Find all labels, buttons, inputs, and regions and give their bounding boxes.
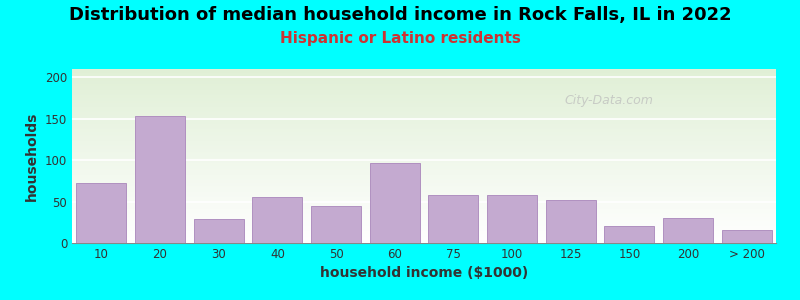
X-axis label: household income ($1000): household income ($1000)	[320, 266, 528, 280]
Bar	[77, 183, 126, 243]
Text: City-Data.com: City-Data.com	[565, 94, 654, 107]
Bar	[722, 230, 771, 243]
Bar	[194, 219, 243, 243]
Bar	[429, 195, 478, 243]
Bar	[663, 218, 713, 243]
Bar	[487, 195, 537, 243]
Y-axis label: households: households	[26, 111, 39, 201]
Text: Hispanic or Latino residents: Hispanic or Latino residents	[279, 32, 521, 46]
Bar	[605, 226, 654, 243]
Bar	[253, 197, 302, 243]
Text: Distribution of median household income in Rock Falls, IL in 2022: Distribution of median household income …	[69, 6, 731, 24]
Bar	[311, 206, 361, 243]
Bar	[370, 164, 419, 243]
Bar	[135, 116, 185, 243]
Bar	[546, 200, 595, 243]
